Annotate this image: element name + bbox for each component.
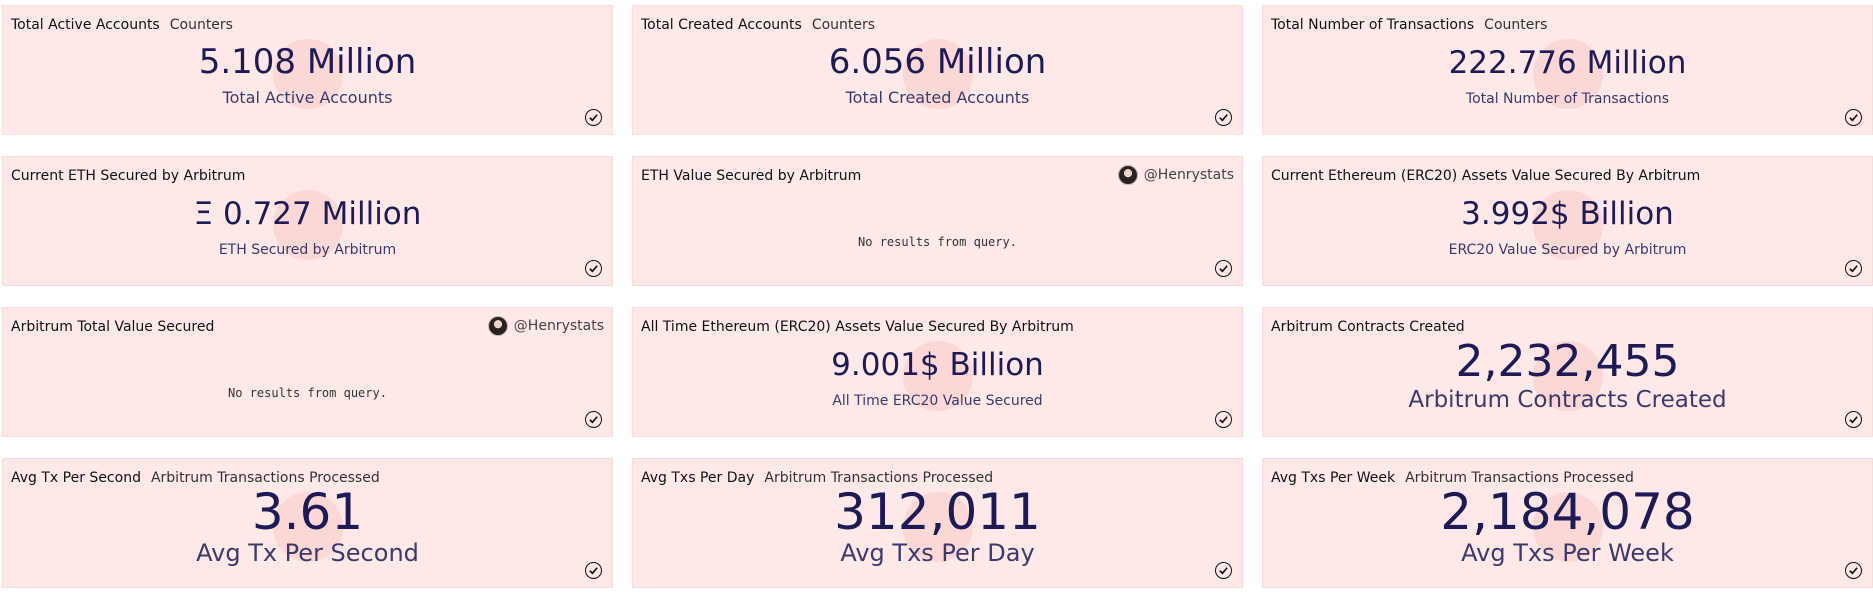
check-circle-icon[interactable] (585, 109, 602, 126)
check-circle-icon[interactable] (1215, 109, 1232, 126)
decor-circle (272, 492, 343, 562)
counter-card-avg-txs-per-week: Avg Txs Per Week Arbitrum Transactions Pr… (1262, 458, 1873, 588)
check-circle-icon[interactable] (1845, 260, 1862, 277)
author-name[interactable]: @Henrystats (1143, 167, 1234, 183)
card-title: All Time Ethereum (ERC20) Assets Value S… (641, 319, 1074, 335)
counter-value: 312,011 (834, 483, 1041, 541)
counter-card-avg-txs-per-day: Avg Txs Per Day Arbitrum Transactions Pro… (632, 458, 1243, 588)
check-circle-icon[interactable] (585, 411, 602, 428)
decor-circle (1532, 492, 1603, 562)
decor-circle (902, 492, 973, 562)
card-subtitle: Arbitrum Transactions Processed (1405, 470, 1634, 486)
decor-circle (272, 190, 343, 260)
counter-label: Avg Tx Per Second (196, 539, 419, 567)
counter-label: ERC20 Value Secured by Arbitrum (1448, 242, 1687, 258)
author-link[interactable]: @Henrystats (487, 316, 604, 336)
card-subtitle: Counters (169, 17, 233, 33)
counter-card-erc20-value-secured: Current Ethereum (ERC20) Assets Value Se… (1262, 156, 1873, 286)
check-circle-icon[interactable] (1215, 260, 1232, 277)
counter-card-current-eth-secured: Current ETH Secured by Arbitrum Ξ 0.727 … (2, 156, 613, 286)
counter-label: ETH Secured by Arbitrum (218, 242, 397, 258)
decor-circle (902, 39, 973, 109)
decor-circle (1532, 341, 1603, 411)
counter-value: 5.108 Million (198, 42, 417, 82)
counter-label: Arbitrum Contracts Created (1408, 387, 1727, 413)
card-title: Total Active Accounts (11, 17, 160, 33)
card-title: Arbitrum Total Value Secured (11, 319, 215, 335)
counter-label: Avg Txs Per Day (840, 539, 1035, 567)
counter-label: Total Created Accounts (845, 88, 1030, 107)
counter-value: 2,232,455 (1455, 336, 1680, 387)
card-title: Current ETH Secured by Arbitrum (11, 168, 246, 184)
card-title: ETH Value Secured by Arbitrum (641, 168, 862, 184)
card-subtitle: Counters (811, 17, 876, 33)
card-title: Avg Txs Per Week (1271, 470, 1396, 486)
card-subtitle: Counters (1484, 17, 1548, 33)
counter-card-avg-tx-per-second: Avg Tx Per Second Arbitrum Transactions P… (2, 458, 613, 588)
counter-label: Total Active Accounts (222, 88, 393, 107)
check-circle-icon[interactable] (1845, 411, 1862, 428)
counter-card-all-time-erc20-value: All Time Ethereum (ERC20) Assets Value S… (632, 307, 1243, 437)
check-circle-icon[interactable] (1845, 109, 1862, 126)
counter-label: Avg Txs Per Week (1461, 539, 1674, 567)
user-avatar-icon (487, 316, 508, 336)
counter-label: Total Number of Transactions (1465, 91, 1670, 107)
counter-value: 3.992$ Billion (1461, 196, 1674, 232)
decor-circle (902, 341, 973, 411)
check-circle-icon[interactable] (1215, 411, 1232, 428)
counter-value: 6.056 Million (828, 42, 1047, 82)
counter-card-eth-value-secured: ETH Value Secured by Arbitrum @Henrystat… (632, 156, 1243, 286)
counter-value: Ξ 0.727 Million (193, 196, 422, 232)
check-circle-icon[interactable] (585, 260, 602, 277)
card-title: Avg Tx Per Second (11, 470, 141, 486)
check-circle-icon[interactable] (585, 562, 602, 579)
card-title: Total Created Accounts (641, 17, 802, 33)
check-circle-icon[interactable] (1215, 562, 1232, 579)
decor-circle (1532, 39, 1603, 109)
card-title: Current Ethereum (ERC20) Assets Value Se… (1271, 168, 1701, 184)
decor-circle (272, 39, 343, 109)
check-circle-icon[interactable] (1845, 562, 1862, 579)
user-avatar-icon (1117, 165, 1138, 185)
card-title: Arbitrum Contracts Created (1271, 319, 1465, 335)
counter-value: 2,184,078 (1440, 483, 1695, 541)
card-subtitle: Arbitrum Transactions Processed (150, 470, 380, 486)
no-results-message: No results from query. (228, 386, 387, 400)
counter-value: 9.001$ Billion (831, 347, 1044, 383)
card-title: Avg Txs Per Day (641, 470, 755, 486)
counter-card-contracts-created: Arbitrum Contracts Created 2,232,455 Arb… (1262, 307, 1873, 437)
author-link[interactable]: @Henrystats (1117, 165, 1234, 185)
counter-card-arbitrum-total-value-secured: Arbitrum Total Value Secured @Henrystats… (2, 307, 613, 437)
card-subtitle: Arbitrum Transactions Processed (764, 470, 994, 486)
card-title: Total Number of Transactions (1271, 17, 1475, 33)
decor-circle (1532, 190, 1603, 260)
counter-card-total-active-accounts: Total Active Accounts Counters 5.108 Mill… (2, 5, 613, 135)
author-name[interactable]: @Henrystats (513, 318, 604, 334)
counter-label: All Time ERC20 Value Secured (832, 393, 1043, 409)
no-results-message: No results from query. (858, 235, 1017, 249)
counter-card-total-transactions: Total Number of Transactions Counters 222… (1262, 5, 1873, 135)
counter-value: 222.776 Million (1448, 45, 1687, 81)
counter-value: 3.61 (251, 483, 364, 541)
counter-card-total-created-accounts: Total Created Accounts Counters 6.056 Mil… (632, 5, 1243, 135)
